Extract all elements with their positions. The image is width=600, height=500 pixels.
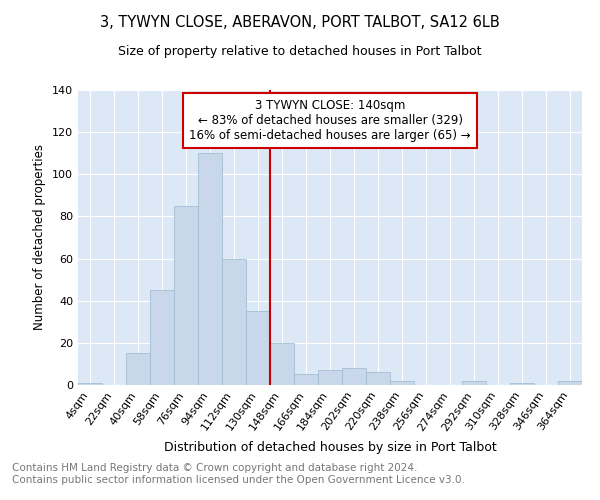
Bar	[126, 354, 150, 385]
Bar	[342, 368, 366, 385]
Bar	[462, 381, 486, 385]
Bar	[270, 343, 294, 385]
Bar	[246, 311, 270, 385]
Bar	[222, 258, 246, 385]
X-axis label: Distribution of detached houses by size in Port Talbot: Distribution of detached houses by size …	[164, 441, 496, 454]
Bar	[78, 383, 102, 385]
Bar	[366, 372, 390, 385]
Bar	[510, 383, 534, 385]
Bar	[318, 370, 342, 385]
Bar	[198, 153, 222, 385]
Bar	[174, 206, 198, 385]
Text: Contains HM Land Registry data © Crown copyright and database right 2024.
Contai: Contains HM Land Registry data © Crown c…	[12, 464, 465, 485]
Bar	[558, 381, 582, 385]
Text: 3 TYWYN CLOSE: 140sqm
← 83% of detached houses are smaller (329)
16% of semi-det: 3 TYWYN CLOSE: 140sqm ← 83% of detached …	[189, 99, 471, 142]
Bar	[390, 381, 414, 385]
Text: 3, TYWYN CLOSE, ABERAVON, PORT TALBOT, SA12 6LB: 3, TYWYN CLOSE, ABERAVON, PORT TALBOT, S…	[100, 15, 500, 30]
Y-axis label: Number of detached properties: Number of detached properties	[34, 144, 46, 330]
Text: Size of property relative to detached houses in Port Talbot: Size of property relative to detached ho…	[118, 45, 482, 58]
Bar	[294, 374, 318, 385]
Bar	[150, 290, 174, 385]
